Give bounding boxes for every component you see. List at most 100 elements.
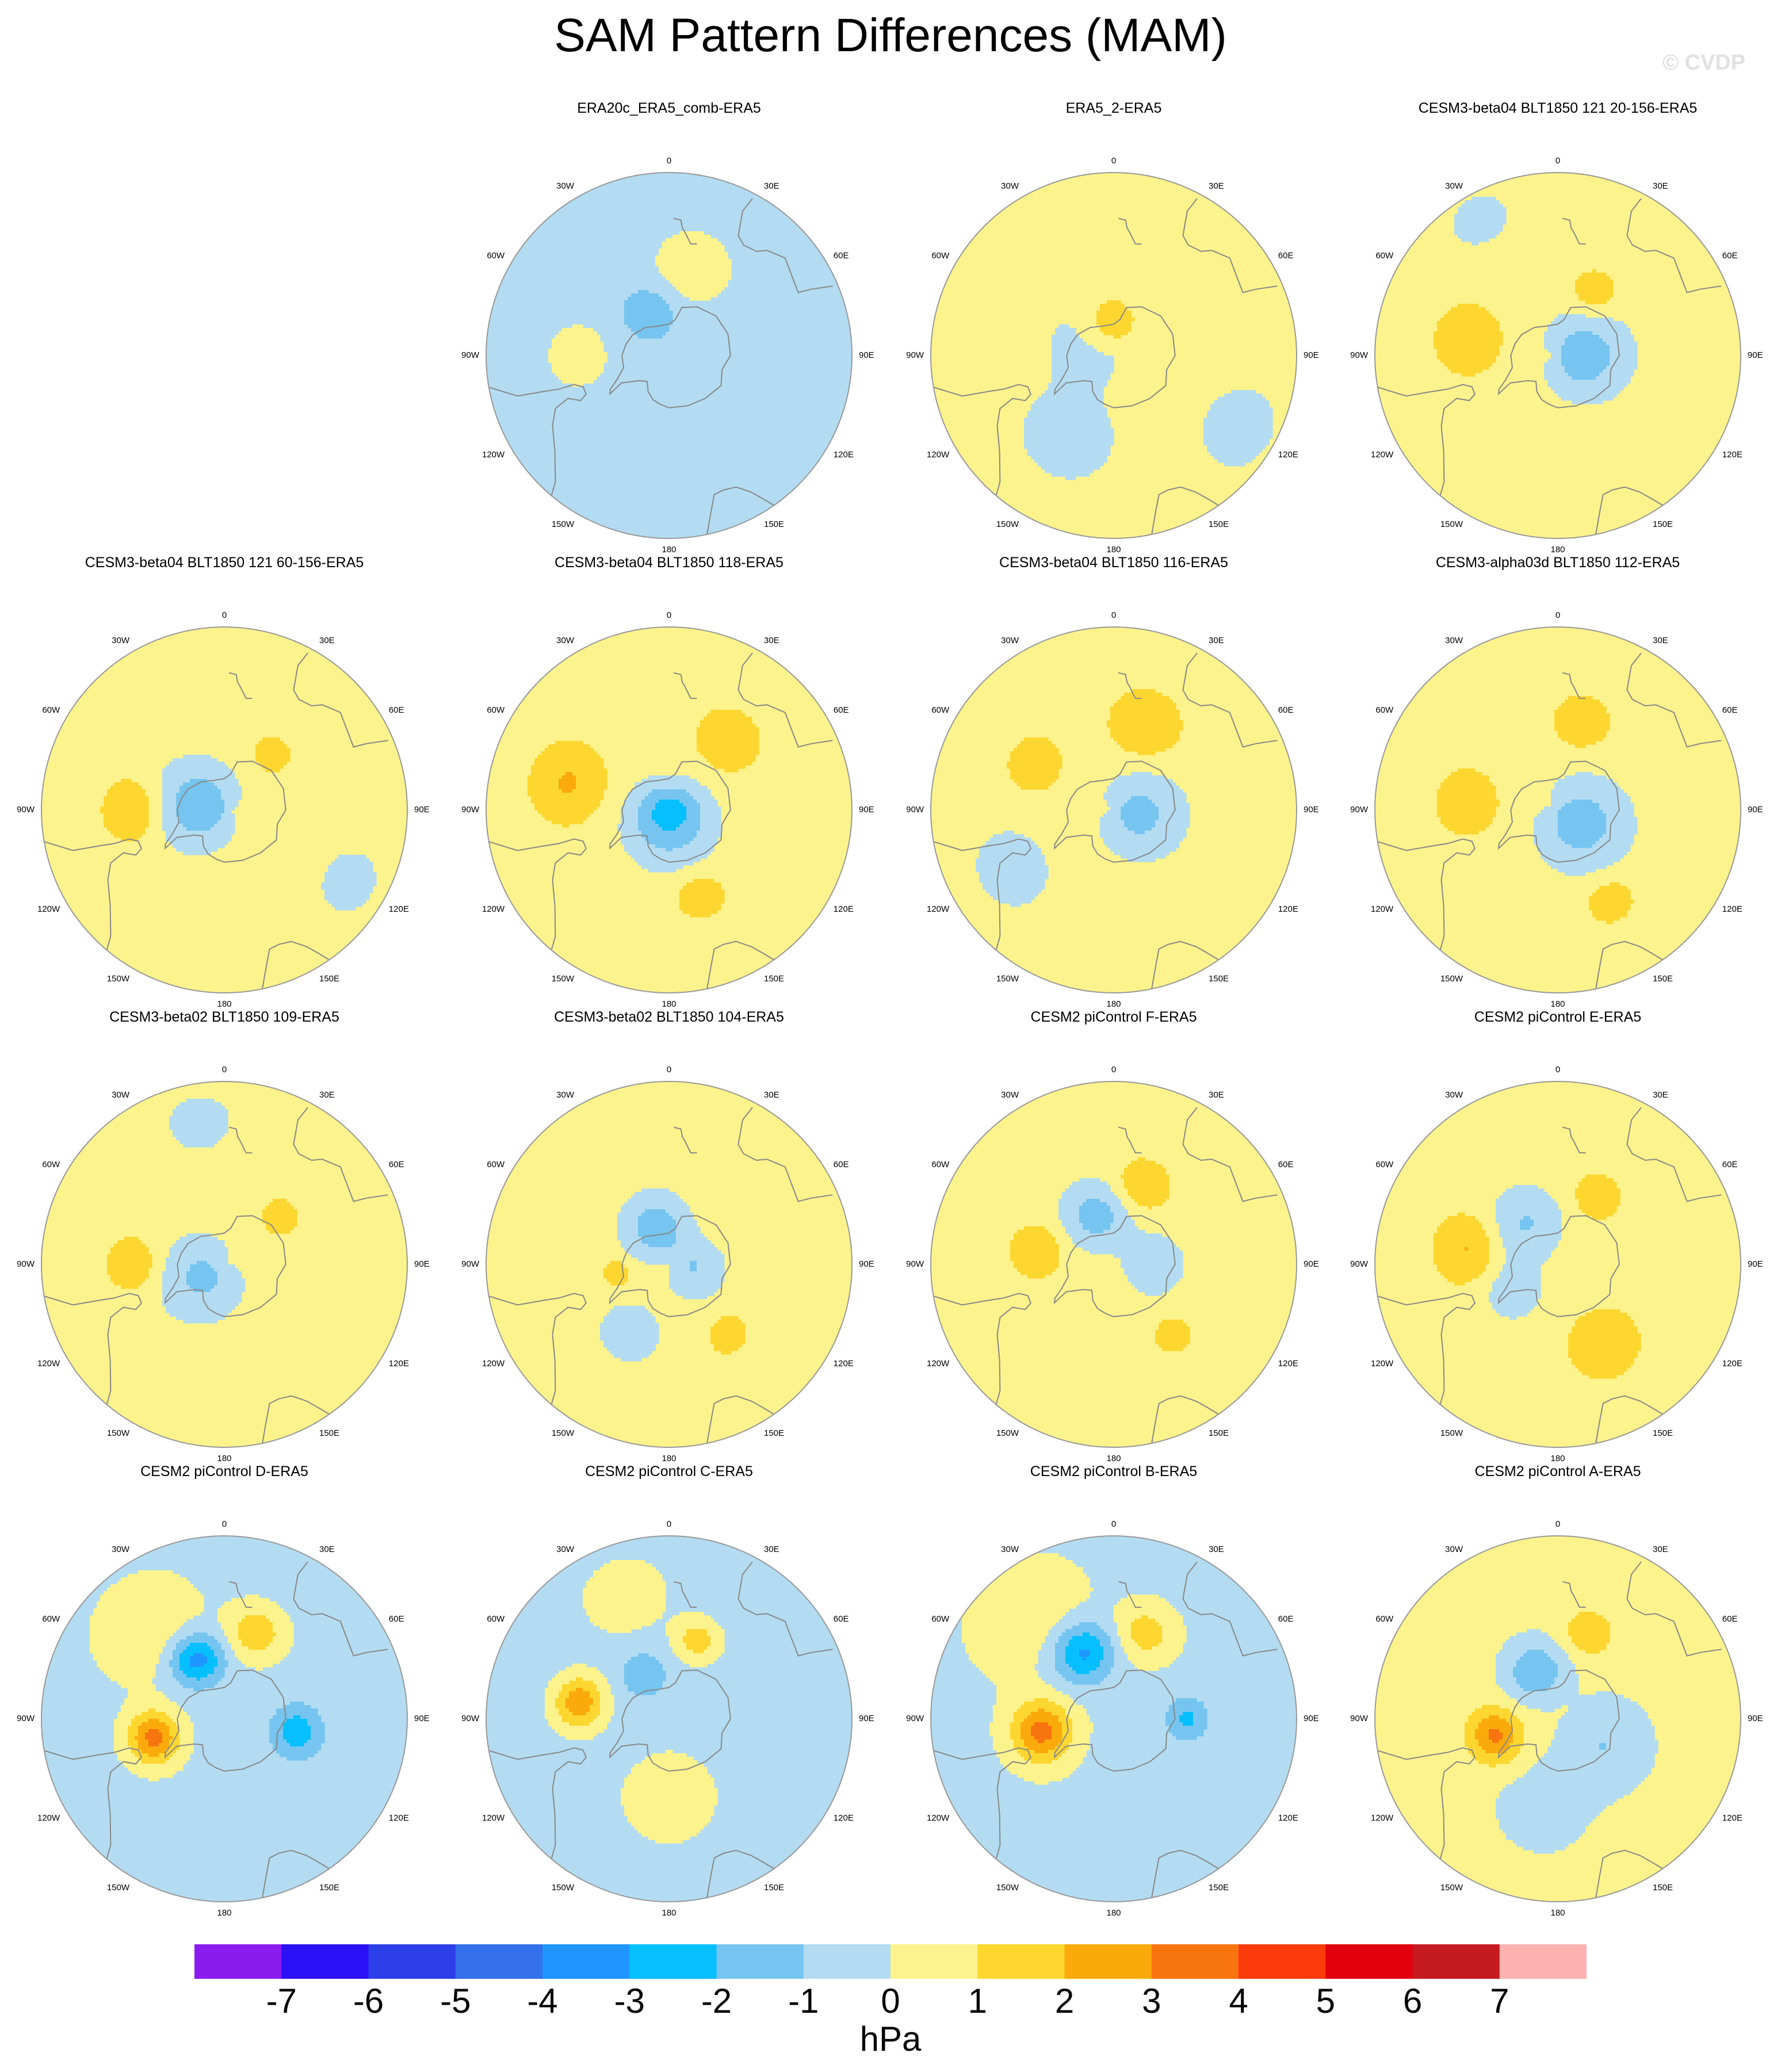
panel-title: ERA5_2-ERA5: [889, 99, 1338, 117]
longitude-label: 30E: [1209, 636, 1224, 645]
longitude-label: 0: [1111, 156, 1116, 166]
coastline: [1377, 1747, 1476, 1859]
longitude-label: 90W: [1350, 1260, 1368, 1269]
longitude-label: 0: [667, 156, 671, 166]
coastline: [674, 1126, 697, 1154]
longitude-label: 180: [662, 1000, 676, 1009]
colorbar-swatch: [977, 1944, 1065, 1979]
polar-map: [486, 626, 853, 993]
field-cells: [1375, 173, 1741, 538]
panel-title: CESM3-beta04 BLT1850 121 20-156-ERA5: [1333, 99, 1781, 117]
longitude-label: 60E: [1278, 251, 1294, 261]
longitude-label: 60E: [834, 706, 849, 715]
longitude-label: 90W: [906, 351, 924, 360]
sam-map-panel: CESM2 piControl C-ERA5 0 30E 60E 90E 120E 150E…: [445, 1462, 893, 1918]
longitude-label: 90E: [1304, 1714, 1319, 1723]
longitude-label: 120W: [482, 1814, 505, 1823]
longitude-label: 120E: [1278, 905, 1298, 914]
longitude-label: 150E: [1653, 1883, 1673, 1893]
coastline: [1053, 1669, 1176, 1772]
longitude-label: 120W: [1371, 450, 1393, 460]
field-cells: [931, 173, 1297, 538]
longitude-label: 30W: [1445, 1091, 1463, 1100]
longitude-label: 150W: [552, 974, 574, 984]
colorbar-tick-label: -1: [775, 1981, 832, 2021]
coastline: [1497, 1669, 1620, 1772]
coastline: [164, 1215, 286, 1317]
longitude-label: 150E: [764, 1883, 784, 1893]
coastline: [1151, 1395, 1219, 1444]
longitude-label: 150E: [1209, 1883, 1229, 1893]
longitude-label: 120W: [37, 1814, 60, 1823]
sam-map-panel: ERA5_2-ERA5 0 30E 60E 90E 120E 150E 180 150W 120W…: [889, 99, 1338, 555]
map-border: [1374, 1081, 1741, 1448]
longitude-label: 60W: [931, 1160, 949, 1169]
longitude-label: 60W: [42, 1160, 60, 1169]
longitude-label: 30W: [112, 1091, 129, 1100]
polar-map: [486, 172, 853, 539]
coastline: [1562, 672, 1586, 699]
map-border: [41, 1535, 408, 1902]
longitude-label: 30W: [556, 636, 574, 645]
coastline: [1182, 1561, 1278, 1657]
colorbar-swatch: [1064, 1944, 1152, 1979]
sam-map-panel: CESM2 piControl A-ERA5 0 30E 60E 90E 120E 150E…: [1333, 1462, 1781, 1918]
field-cells: [41, 1081, 407, 1447]
field-cells: [1375, 627, 1741, 993]
field-cells: [931, 1536, 1297, 1902]
longitude-label: 180: [1106, 1000, 1121, 1009]
coastline: [1562, 217, 1586, 245]
longitude-label: 90E: [1304, 351, 1319, 360]
longitude-label: 180: [1550, 1000, 1565, 1009]
longitude-label: 30W: [1445, 1545, 1463, 1554]
field-cells: [486, 1536, 852, 1902]
coastline: [933, 384, 1032, 496]
coastline: [1595, 1849, 1663, 1898]
sam-map-panel: CESM2 piControl B-ERA5 0 30E 60E 90E 120E 150E…: [889, 1462, 1338, 1918]
coastline: [609, 760, 731, 863]
coastline: [44, 1293, 143, 1405]
longitude-label: 120E: [834, 1359, 854, 1368]
longitude-label: 180: [217, 1000, 231, 1009]
colorbar-tick-label: 6: [1384, 1981, 1442, 2021]
coastline: [262, 1849, 330, 1898]
longitude-label: 120W: [37, 1359, 60, 1368]
longitude-label: 60E: [834, 251, 849, 261]
longitude-label: 90W: [461, 1260, 479, 1269]
field-cells: [41, 627, 407, 993]
coastline: [1595, 941, 1663, 989]
longitude-label: 90W: [1350, 1714, 1368, 1723]
longitude-label: 30W: [1001, 182, 1019, 191]
coastline: [1595, 1395, 1663, 1444]
colorbar-tick-label: -3: [601, 1981, 658, 2021]
sam-map-panel: CESM2 piControl D-ERA5 0 30E 60E 90E 120E 150E…: [0, 1462, 449, 1918]
colorbar-tick-label: 2: [1036, 1981, 1094, 2021]
polar-map: [930, 172, 1297, 539]
colorbar-swatch: [281, 1944, 369, 1979]
map-border: [486, 626, 853, 993]
longitude-label: 150W: [1440, 974, 1463, 984]
longitude-label: 60W: [1375, 706, 1393, 715]
coastline: [1118, 1581, 1142, 1608]
colorbar-tick-label: -7: [253, 1981, 310, 2021]
colorbar-swatch: [1325, 1944, 1413, 1979]
longitude-label: 120E: [389, 905, 409, 914]
longitude-label: 90E: [859, 1260, 874, 1269]
longitude-label: 90W: [461, 351, 479, 360]
colorbar-tick-label: 4: [1210, 1981, 1267, 2021]
coastline: [1053, 1215, 1176, 1317]
longitude-label: 60E: [1722, 1615, 1738, 1624]
coastline: [488, 1747, 587, 1859]
sam-map-panel: CESM2 piControl E-ERA5 0 30E 60E 90E 120E 150E…: [1333, 1008, 1781, 1463]
coastline: [1626, 198, 1722, 293]
longitude-label: 60W: [1375, 1615, 1393, 1624]
longitude-label: 120W: [927, 905, 949, 914]
panel-title: CESM3-alpha03d BLT1850 112-ERA5: [1333, 553, 1781, 572]
longitude-label: 60W: [931, 251, 949, 261]
map-border: [1374, 626, 1741, 993]
colorbar-swatch: [368, 1944, 456, 1979]
longitude-label: 120W: [927, 1359, 949, 1368]
field-cells: [486, 627, 852, 993]
longitude-label: 60E: [834, 1160, 849, 1169]
longitude-label: 150E: [319, 974, 339, 984]
